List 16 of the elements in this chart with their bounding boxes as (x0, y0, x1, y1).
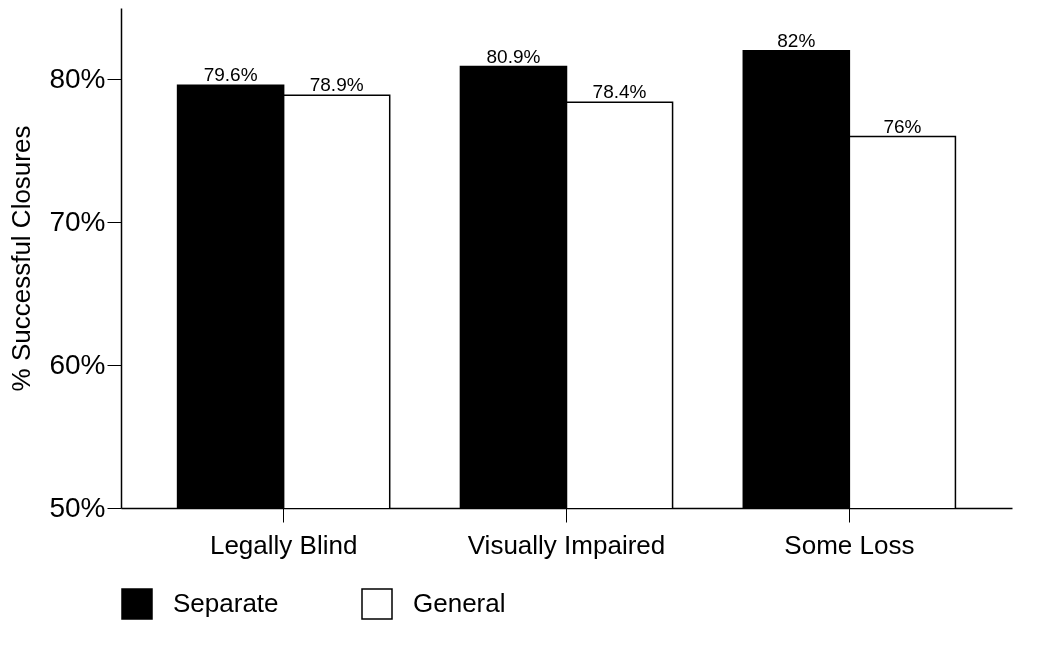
y-axis-title: % Successful Closures (6, 125, 37, 392)
y-tick-label: 60% (49, 348, 106, 380)
data-label: 78.4% (592, 81, 647, 103)
data-label: 76% (883, 115, 922, 137)
y-tick-label: 50% (49, 491, 106, 523)
y-tick-label: 80% (49, 62, 106, 94)
data-label: 79.6% (203, 64, 258, 86)
x-tick-label: Visually Impaired (467, 529, 666, 560)
data-label: 80.9% (486, 45, 541, 67)
data-label: 82% (777, 29, 816, 51)
y-tick-label: 70% (49, 205, 106, 237)
legend-label: Separate (173, 588, 279, 618)
x-tick-label: Some Loss (784, 529, 915, 560)
data-label: 78.9% (309, 74, 364, 96)
x-tick-label: Legally Blind (209, 529, 358, 560)
legend-label: General (413, 588, 506, 618)
